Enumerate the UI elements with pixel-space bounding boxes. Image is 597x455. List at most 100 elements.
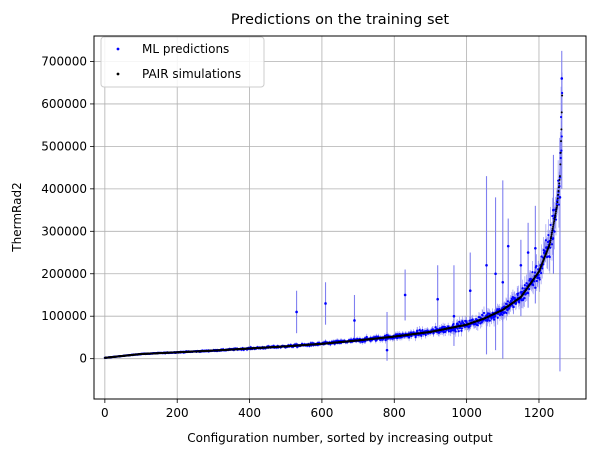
ml-prediction-point — [556, 199, 559, 202]
pair-simulation-point — [558, 178, 561, 181]
ml-prediction-point — [525, 282, 528, 285]
ml-prediction-point — [527, 292, 530, 295]
ml-prediction-point — [420, 334, 423, 337]
outlier-ml-point — [494, 272, 497, 276]
outlier-ml-point — [501, 280, 505, 284]
outlier-ml-point — [468, 289, 472, 293]
outlier-ml-point — [353, 319, 356, 322]
x-tick-label: 0 — [101, 406, 109, 420]
ml-prediction-point — [515, 301, 518, 304]
ml-prediction-point — [523, 297, 526, 300]
ml-prediction-point — [560, 135, 563, 138]
ml-prediction-point — [535, 264, 538, 268]
pair-simulation-point — [550, 235, 553, 238]
outlier-ml-point — [485, 263, 488, 267]
outlier-ml-point — [324, 302, 327, 305]
legend-pair-marker — [116, 72, 120, 76]
pair-simulation-point — [552, 225, 555, 228]
ml-prediction-point — [457, 330, 460, 333]
pair-simulation-point — [553, 220, 556, 223]
ml-prediction-point — [447, 325, 450, 328]
legend-ml-marker — [116, 47, 120, 51]
pair-simulation-point — [560, 111, 563, 114]
ml-prediction-point — [421, 329, 424, 332]
pair-simulation-point — [560, 128, 563, 131]
pair-simulation-point — [556, 197, 559, 200]
legend-frame — [100, 36, 265, 88]
ml-prediction-point — [560, 149, 563, 152]
grid — [94, 36, 586, 399]
ml-prediction-point — [477, 321, 480, 324]
y-tick-label: 0 — [79, 352, 87, 366]
pair-simulation-points — [103, 94, 564, 359]
ml-prediction-point — [521, 290, 524, 294]
pair-simulation-point — [561, 94, 564, 97]
pair-simulation-point — [556, 201, 559, 204]
pair-simulation-point — [552, 223, 555, 226]
y-tick-label: 100000 — [41, 309, 87, 323]
outlier-ml-point — [526, 251, 530, 254]
ml-prediction-point — [364, 340, 367, 343]
pair-simulation-point — [553, 216, 556, 219]
ml-prediction-point — [534, 286, 537, 289]
pair-simulation-point — [555, 208, 558, 211]
legend: ML predictions PAIR simulations — [100, 36, 265, 88]
x-tick-label: 1200 — [524, 406, 555, 420]
ml-prediction-point — [496, 316, 499, 319]
outlier-ml-point — [506, 244, 510, 248]
ml-prediction-point — [521, 287, 524, 290]
ml-prediction-point — [559, 156, 562, 160]
ml-prediction-point — [551, 237, 555, 240]
pair-simulation-point — [557, 189, 560, 192]
outlier-ml-point — [560, 77, 564, 80]
ml-prediction-point — [416, 329, 419, 332]
ml-prediction-point — [481, 314, 484, 317]
ml-prediction-point — [482, 311, 486, 315]
ml-prediction-point — [459, 326, 462, 329]
pair-simulation-point — [554, 214, 557, 217]
ml-prediction-point — [511, 298, 514, 302]
ml-prediction-point — [454, 330, 457, 333]
ml-prediction-point — [432, 331, 435, 335]
pair-simulation-point — [549, 237, 552, 240]
ml-prediction-point — [538, 276, 541, 279]
ml-prediction-point — [400, 336, 403, 339]
outlier-ml-point — [534, 246, 537, 250]
outlier-ml-point — [295, 310, 298, 314]
plot-frame — [93, 35, 587, 400]
ml-prediction-point — [559, 115, 563, 119]
ml-prediction-point — [465, 320, 468, 323]
pair-simulation-point — [556, 204, 559, 207]
ml-prediction-point — [506, 300, 509, 303]
ml-prediction-point — [501, 313, 504, 316]
y-tick-label: 600000 — [41, 97, 87, 111]
ml-prediction-point — [471, 318, 474, 321]
y-axis: 0 100000 200000 300000 400000 500000 600000 700… — [41, 54, 94, 366]
outlier-ml-point — [403, 293, 407, 297]
chart-title: Predictions on the training set — [231, 12, 450, 28]
ml-prediction-point — [365, 335, 368, 339]
ml-prediction-point — [505, 311, 508, 315]
ml-prediction-point — [535, 279, 538, 283]
ml-prediction-point — [452, 322, 455, 326]
ml-prediction-point — [533, 271, 537, 274]
y-tick-label: 700000 — [41, 54, 87, 68]
legend-ml-label: ML predictions — [142, 42, 229, 56]
x-tick-label: 800 — [383, 406, 406, 420]
ml-prediction-point — [494, 315, 497, 318]
ml-prediction-point — [476, 324, 479, 327]
pair-simulation-point — [552, 222, 555, 225]
x-tick-label: 1000 — [451, 406, 482, 420]
ml-prediction-point — [456, 327, 459, 330]
ml-prediction-point — [532, 284, 535, 287]
pair-simulation-point — [548, 243, 551, 246]
ml-prediction-point — [407, 336, 411, 339]
pair-simulation-point — [554, 210, 557, 213]
ml-prediction-point — [523, 283, 526, 287]
ml-prediction-point — [548, 255, 551, 259]
ml-prediction-point — [510, 300, 513, 303]
ml-prediction-point — [544, 250, 547, 253]
ml-prediction-point — [549, 223, 552, 227]
ml-prediction-point — [540, 272, 543, 275]
ml-prediction-point — [538, 278, 541, 281]
